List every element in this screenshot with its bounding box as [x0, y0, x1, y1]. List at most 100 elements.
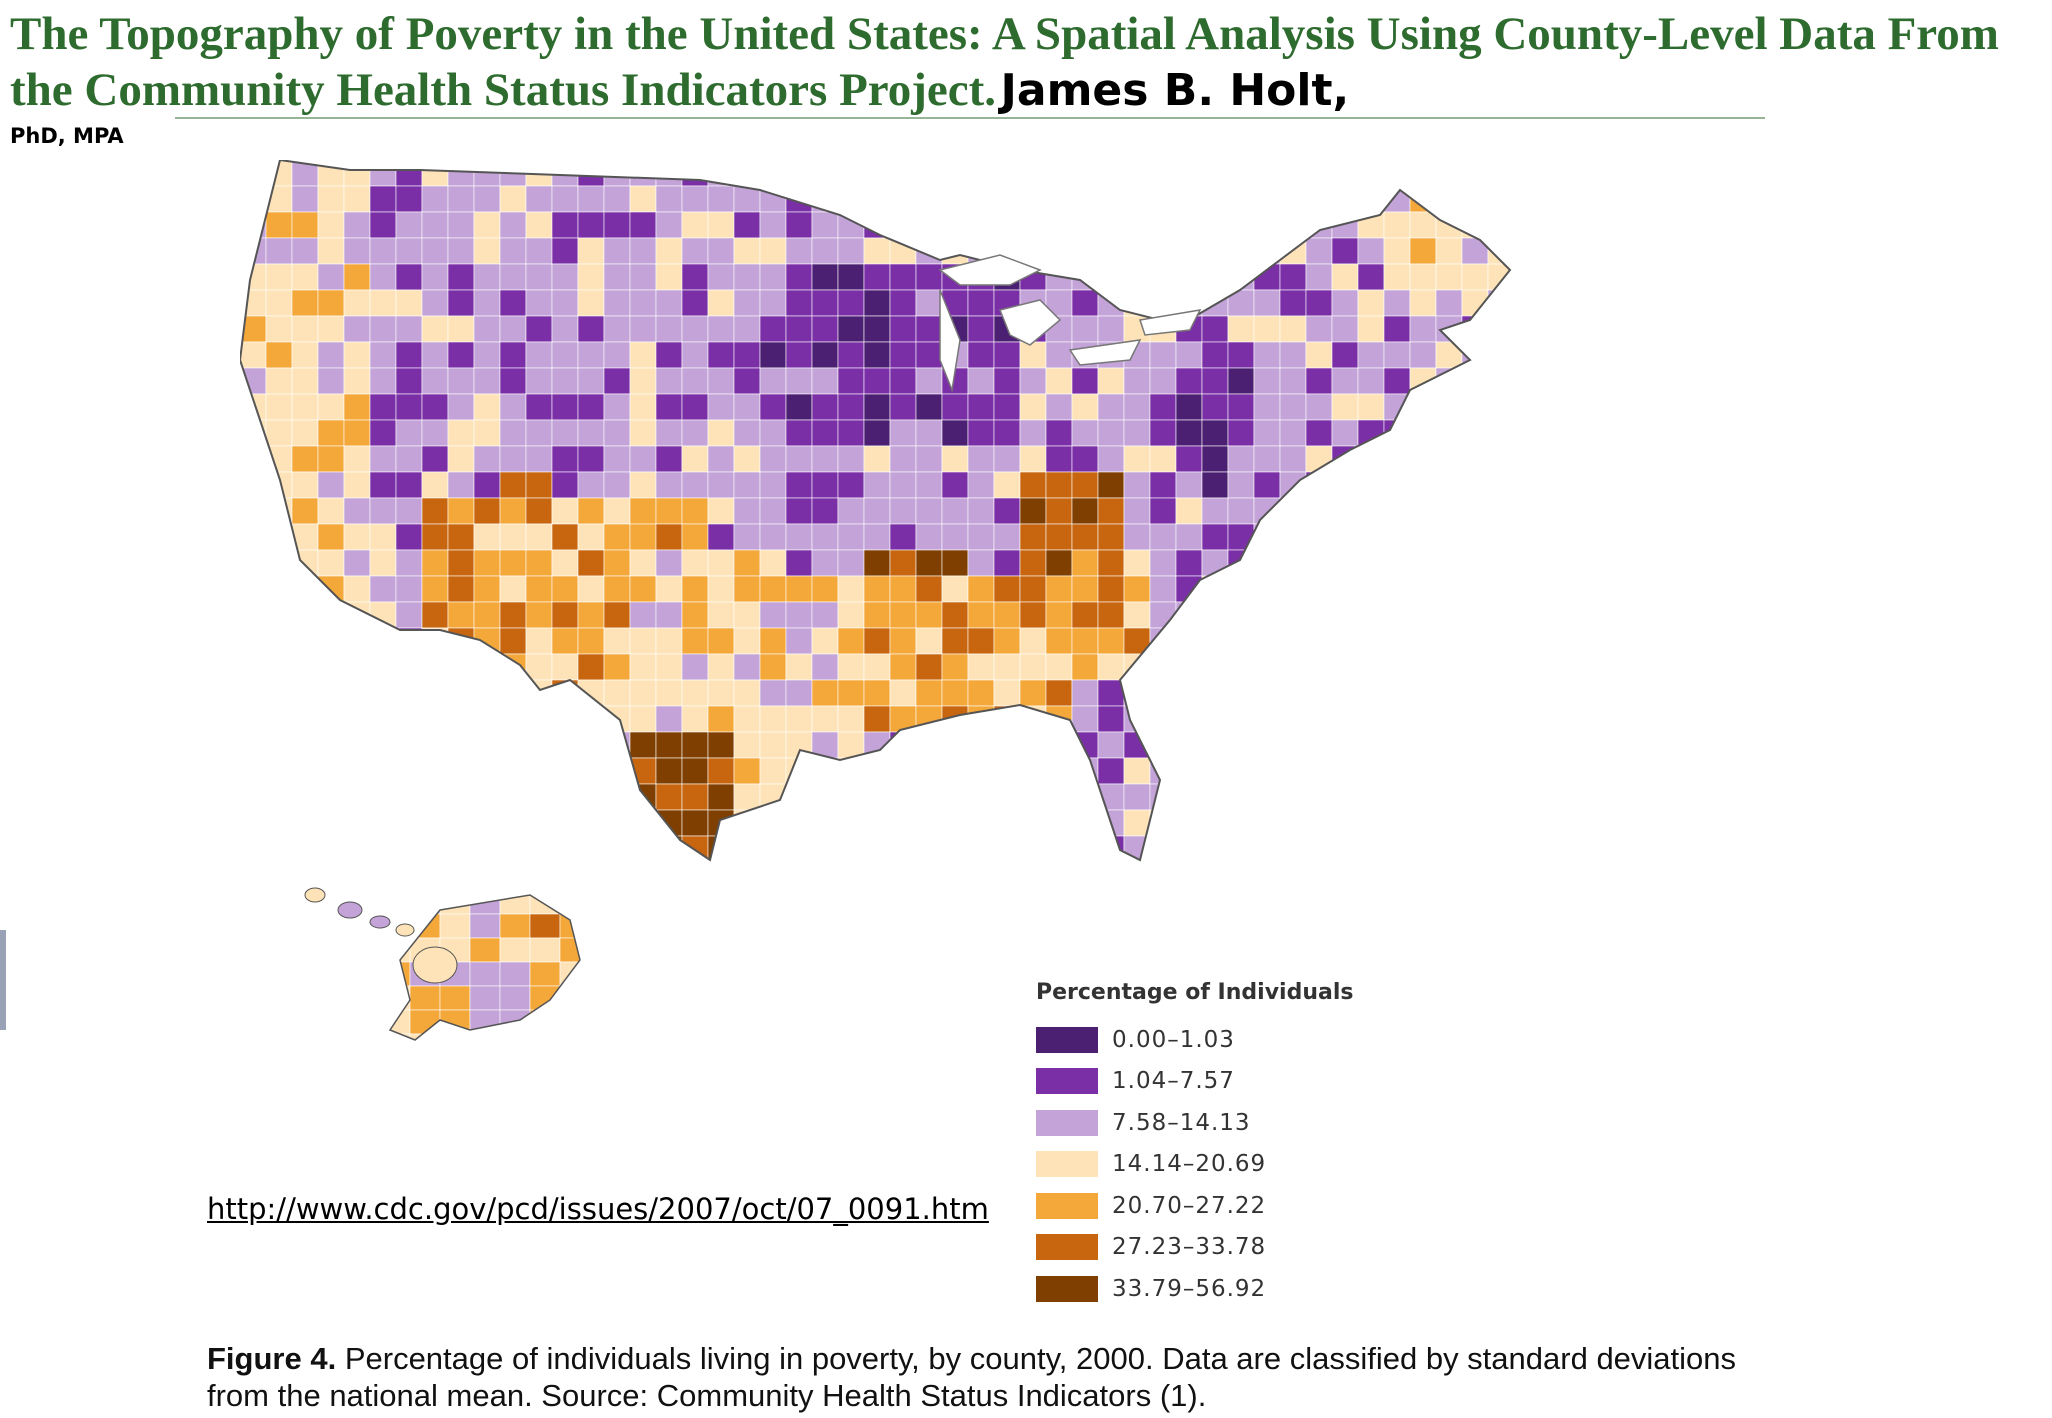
county-tile	[837, 679, 865, 707]
county-tile	[1409, 549, 1437, 577]
county-tile	[863, 549, 891, 577]
county-tile	[447, 471, 475, 499]
county-tile	[265, 835, 293, 860]
county-tile	[1253, 471, 1281, 499]
county-tile	[1383, 809, 1411, 837]
county-tile	[499, 757, 527, 785]
county-tile	[1097, 211, 1125, 239]
alaska-tile	[439, 985, 471, 1011]
county-tile	[318, 862, 344, 888]
county-tile	[1227, 679, 1255, 707]
county-tile	[889, 653, 917, 681]
hawaii-island	[369, 915, 391, 929]
county-tile	[941, 497, 969, 525]
county-tile	[1227, 575, 1255, 603]
county-tile	[681, 445, 709, 473]
conus-border	[238, 158, 1512, 862]
county-tile	[889, 367, 917, 395]
county-tile	[785, 211, 813, 239]
county-tile	[577, 160, 605, 187]
county-tile	[1305, 757, 1333, 785]
county-tile	[421, 809, 449, 837]
county-tile	[1435, 731, 1463, 759]
county-tile	[942, 862, 968, 888]
county-tile	[1123, 263, 1151, 291]
hawaii-island	[395, 923, 415, 937]
county-tile	[1254, 862, 1280, 888]
county-tile	[1045, 471, 1073, 499]
county-tile	[993, 211, 1021, 239]
county-tile	[395, 783, 423, 811]
county-tile	[499, 237, 527, 265]
county-tile	[1435, 549, 1463, 577]
county-tile	[733, 601, 761, 629]
county-tile	[1279, 757, 1307, 785]
county-tile	[1461, 549, 1489, 577]
alaska-tile	[529, 961, 561, 987]
county-tile	[1305, 835, 1333, 860]
county-tile	[785, 445, 813, 473]
county-tile	[395, 835, 423, 860]
county-tile	[577, 731, 605, 759]
county-tile	[1514, 732, 1540, 758]
county-tile	[759, 211, 787, 239]
county-tile	[993, 809, 1021, 837]
county-tile	[265, 211, 293, 239]
county-tile	[1175, 419, 1203, 447]
conus-county-layer	[240, 160, 1540, 888]
county-tile	[785, 237, 813, 265]
county-tile	[759, 419, 787, 447]
alaska-tile	[469, 1009, 501, 1035]
county-tile	[1409, 757, 1437, 785]
county-tile	[1383, 367, 1411, 395]
county-tile	[317, 757, 345, 785]
county-tile	[1227, 627, 1255, 655]
county-tile	[603, 341, 631, 369]
county-tile	[1435, 835, 1463, 860]
county-tile	[1046, 862, 1072, 888]
county-tile	[1305, 185, 1333, 213]
county-tile	[759, 289, 787, 317]
county-tile	[681, 419, 709, 447]
legend-swatch	[1036, 1068, 1098, 1095]
county-tile	[655, 185, 683, 213]
source-link[interactable]: http://www.cdc.gov/pcd/issues/2007/oct/0…	[207, 1192, 989, 1226]
county-tile	[317, 160, 345, 187]
county-tile	[369, 705, 397, 733]
county-tile	[1124, 862, 1150, 888]
county-tile	[1019, 575, 1047, 603]
county-tile	[1253, 185, 1281, 213]
county-tile	[1305, 575, 1333, 603]
county-tile	[265, 315, 293, 343]
title-underline	[175, 117, 1765, 119]
county-tile	[551, 549, 579, 577]
county-tile	[265, 653, 293, 681]
county-tile	[655, 575, 683, 603]
county-tile	[759, 653, 787, 681]
county-tile	[941, 160, 969, 187]
county-tile	[837, 523, 865, 551]
county-tile	[421, 679, 449, 707]
county-tile	[967, 679, 995, 707]
legend-label: 33.79–56.92	[1112, 1275, 1267, 1302]
county-tile	[1279, 731, 1307, 759]
great-lake	[938, 254, 1042, 286]
county-tile	[1201, 731, 1229, 759]
county-tile	[707, 549, 735, 577]
county-tile	[993, 731, 1021, 759]
county-tile	[343, 160, 371, 187]
county-tile	[785, 160, 813, 187]
county-tile	[1071, 523, 1099, 551]
slide-title: The Topography of Poverty in the United …	[10, 8, 1999, 117]
county-tile	[1279, 289, 1307, 317]
county-tile	[1357, 549, 1385, 577]
county-tile	[1487, 160, 1510, 187]
county-tile	[630, 862, 656, 888]
county-tile	[577, 497, 605, 525]
county-tile	[629, 601, 657, 629]
county-tile	[369, 185, 397, 213]
county-tile	[1097, 263, 1125, 291]
county-tile	[1331, 185, 1359, 213]
county-tile	[863, 809, 891, 837]
county-tile	[369, 627, 397, 655]
